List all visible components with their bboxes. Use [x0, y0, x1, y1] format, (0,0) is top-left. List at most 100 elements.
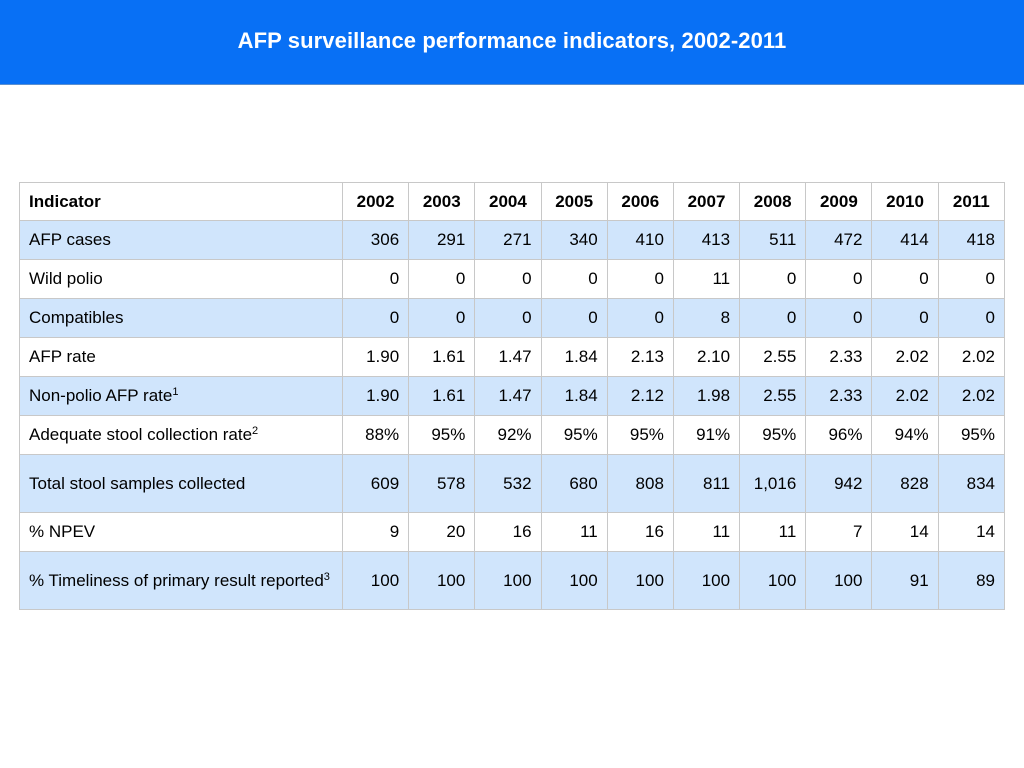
- table-row: AFP cases 306 291 271 340 410 413 511 472 414 418: [19, 220, 1006, 260]
- value-cell: 2.33: [805, 376, 873, 416]
- footnote-marker: 2: [252, 425, 259, 437]
- value-cell: 680: [540, 454, 608, 513]
- value-cell: 0: [937, 298, 1006, 338]
- value-cell: 95%: [937, 415, 1006, 455]
- row-label-cell: AFP rate: [19, 337, 343, 377]
- value-cell: 2.10: [672, 337, 741, 377]
- value-cell: 1,016: [739, 454, 807, 513]
- value-cell: 16: [606, 512, 674, 552]
- column-header-year: 2005: [540, 182, 608, 221]
- value-cell: 1.61: [408, 337, 476, 377]
- value-cell: 100: [672, 551, 741, 610]
- value-cell: 2.02: [871, 337, 939, 377]
- row-label: % NPEV: [29, 522, 96, 541]
- value-cell: 0: [871, 298, 939, 338]
- row-label: AFP rate: [29, 347, 96, 366]
- value-cell: 414: [871, 220, 939, 260]
- value-cell: 532: [474, 454, 542, 513]
- value-cell: 100: [606, 551, 674, 610]
- title-bar: AFP surveillance performance indicators,…: [0, 0, 1024, 85]
- value-cell: 0: [805, 259, 873, 299]
- table-row: % Timeliness of primary result reported3…: [19, 551, 1006, 610]
- value-cell: 828: [871, 454, 939, 513]
- value-cell: 100: [805, 551, 873, 610]
- row-label: Wild polio: [29, 269, 103, 288]
- value-cell: 91%: [672, 415, 741, 455]
- value-cell: 0: [540, 259, 608, 299]
- value-cell: 0: [606, 298, 674, 338]
- row-label-cell: % Timeliness of primary result reported3: [19, 551, 343, 610]
- row-label: AFP cases: [29, 230, 111, 249]
- value-cell: 100: [540, 551, 608, 610]
- value-cell: 1.90: [341, 376, 410, 416]
- row-label: Compatibles: [29, 308, 124, 327]
- value-cell: 0: [408, 298, 476, 338]
- value-cell: 2.13: [606, 337, 674, 377]
- table-row: Non-polio AFP rate1 1.90 1.61 1.47 1.84 2.12 1…: [19, 376, 1006, 416]
- row-label: Non-polio AFP rate: [29, 386, 173, 405]
- value-cell: 418: [937, 220, 1006, 260]
- table-header-row: Indicator 2002 2003 2004 2005 2006 2007 …: [19, 182, 1006, 221]
- value-cell: 91: [871, 551, 939, 610]
- value-cell: 578: [408, 454, 476, 513]
- value-cell: 1.47: [474, 376, 542, 416]
- value-cell: 0: [408, 259, 476, 299]
- value-cell: 100: [739, 551, 807, 610]
- table-row: AFP rate 1.90 1.61 1.47 1.84 2.13 2.10 2.55 2.33…: [19, 337, 1006, 377]
- row-label-cell: AFP cases: [19, 220, 343, 260]
- value-cell: 2.02: [937, 337, 1006, 377]
- value-cell: 413: [672, 220, 741, 260]
- value-cell: 95%: [739, 415, 807, 455]
- value-cell: 0: [474, 259, 542, 299]
- value-cell: 0: [341, 259, 410, 299]
- row-label: Total stool samples collected: [29, 473, 246, 493]
- footnote-marker: 1: [172, 386, 179, 398]
- value-cell: 96%: [805, 415, 873, 455]
- value-cell: 2.12: [606, 376, 674, 416]
- value-cell: 20: [408, 512, 476, 552]
- column-header-year: 2008: [739, 182, 807, 221]
- value-cell: 410: [606, 220, 674, 260]
- value-cell: 511: [739, 220, 807, 260]
- value-cell: 1.61: [408, 376, 476, 416]
- value-cell: 340: [540, 220, 608, 260]
- value-cell: 14: [871, 512, 939, 552]
- value-cell: 472: [805, 220, 873, 260]
- row-label: % Timeliness of primary result reported: [29, 570, 324, 590]
- value-cell: 811: [672, 454, 741, 513]
- column-header-year: 2009: [805, 182, 873, 221]
- value-cell: 0: [739, 298, 807, 338]
- value-cell: 1.98: [672, 376, 741, 416]
- table-row: Wild polio 0 0 0 0 0 11 0 0 0 0: [19, 259, 1006, 299]
- value-cell: 1.84: [540, 376, 608, 416]
- value-cell: 100: [341, 551, 410, 610]
- value-cell: 291: [408, 220, 476, 260]
- value-cell: 92%: [474, 415, 542, 455]
- value-cell: 7: [805, 512, 873, 552]
- value-cell: 95%: [606, 415, 674, 455]
- value-cell: 942: [805, 454, 873, 513]
- value-cell: 0: [871, 259, 939, 299]
- row-label-cell: % NPEV: [19, 512, 343, 552]
- value-cell: 609: [341, 454, 410, 513]
- value-cell: 271: [474, 220, 542, 260]
- table-row: Adequate stool collection rate2 88% 95% 92%…: [19, 415, 1006, 455]
- value-cell: 95%: [408, 415, 476, 455]
- value-cell: 1.47: [474, 337, 542, 377]
- value-cell: 2.02: [937, 376, 1006, 416]
- value-cell: 14: [937, 512, 1006, 552]
- column-header-year: 2006: [606, 182, 674, 221]
- column-header-year: 2002: [341, 182, 410, 221]
- row-label-cell: Total stool samples collected: [19, 454, 343, 513]
- footnote-marker: 3: [323, 570, 330, 583]
- value-cell: 100: [474, 551, 542, 610]
- table-row: % NPEV 9 20 16 11 16 11 11 7 14 14: [19, 512, 1006, 552]
- value-cell: 2.55: [739, 337, 807, 377]
- value-cell: 2.33: [805, 337, 873, 377]
- value-cell: 9: [341, 512, 410, 552]
- value-cell: 11: [739, 512, 807, 552]
- value-cell: 11: [672, 259, 741, 299]
- column-header-year: 2010: [871, 182, 939, 221]
- table-row: Total stool samples collected 609 578 532 68…: [19, 454, 1006, 513]
- value-cell: 0: [937, 259, 1006, 299]
